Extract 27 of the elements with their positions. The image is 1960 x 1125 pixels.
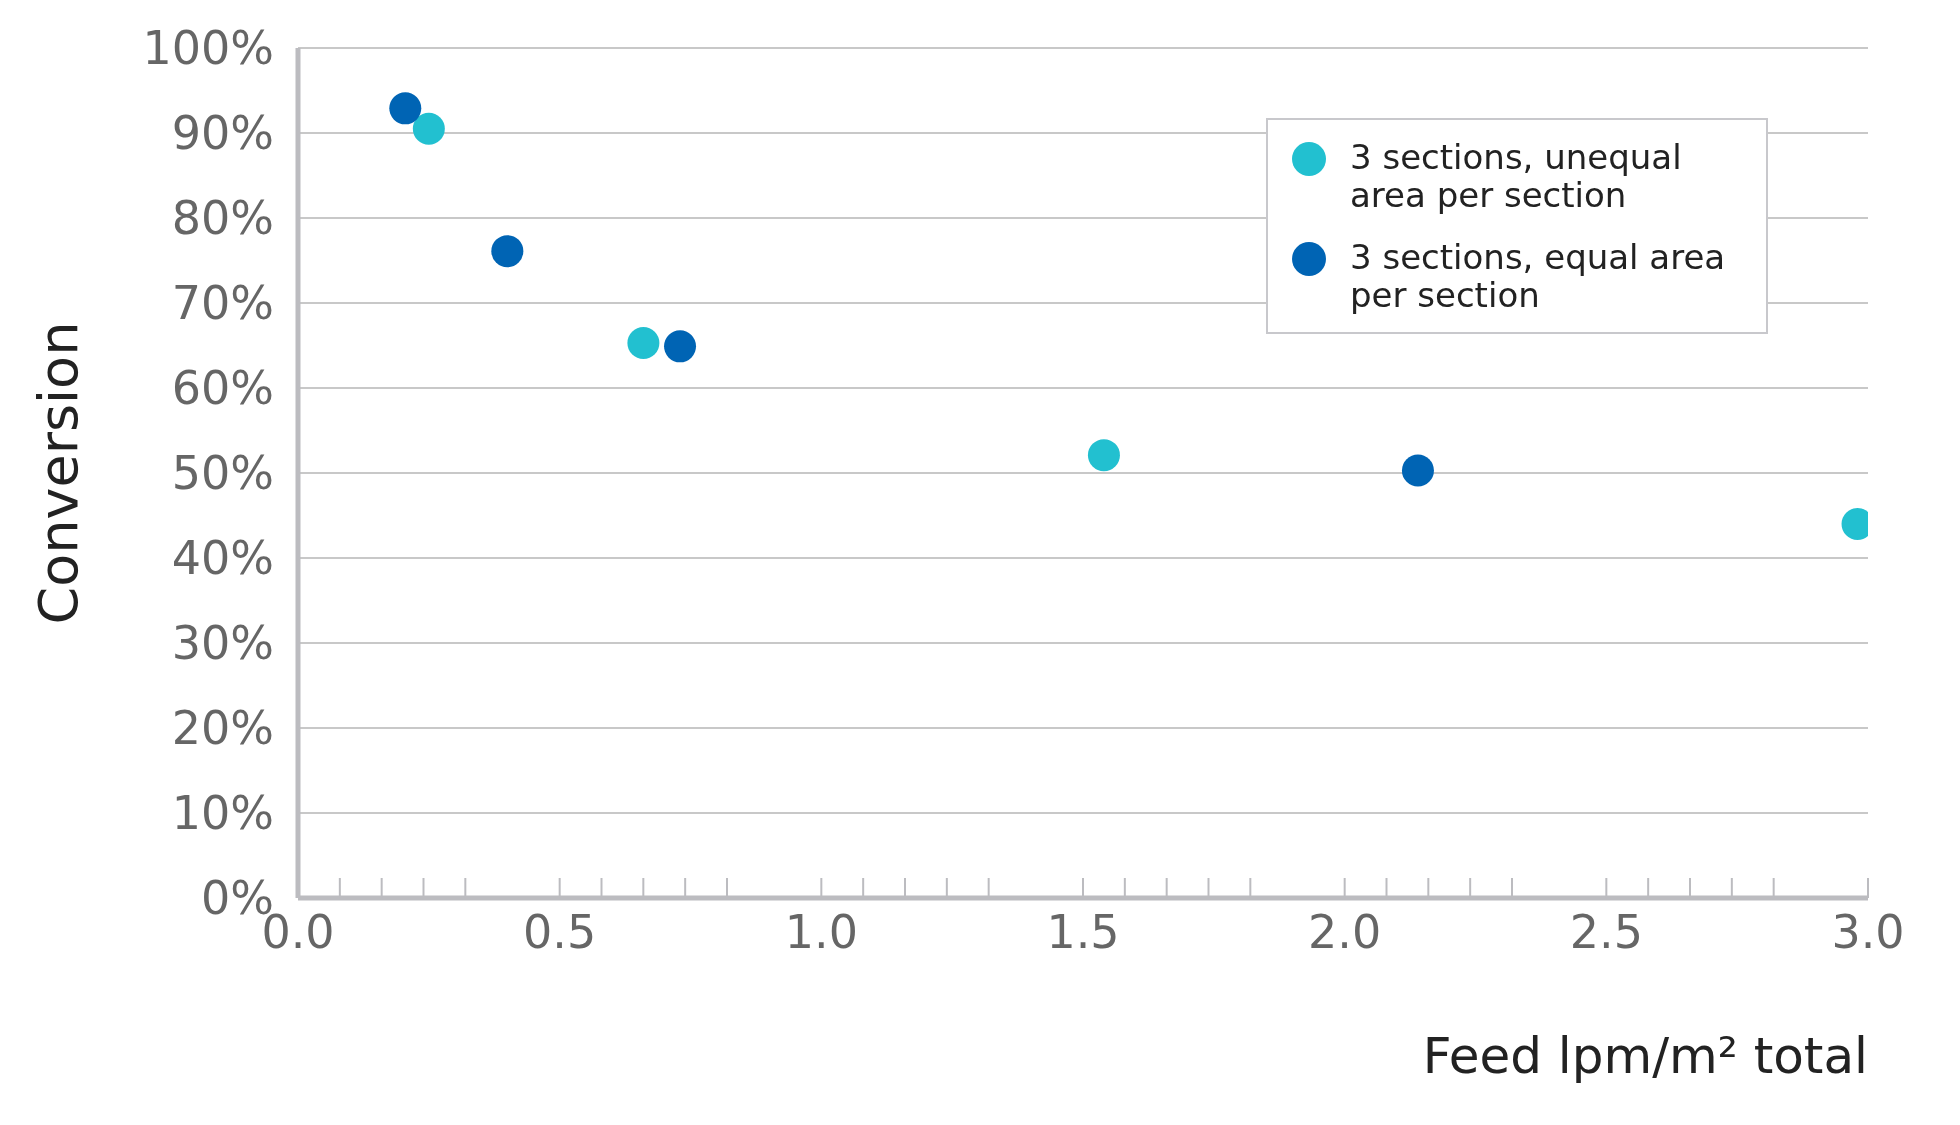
point (491, 235, 524, 268)
x-axis-title: Feed lpm/m² total (1422, 1027, 1868, 1085)
x-tick-label: 2.5 (1569, 905, 1643, 959)
y-tick-label: 60% (171, 361, 274, 416)
y-tick-label: 70% (171, 276, 274, 331)
x-tick-label: 0.5 (523, 905, 597, 959)
y-tick-label: 90% (171, 106, 274, 161)
point (1401, 454, 1434, 487)
point (412, 112, 445, 145)
y-tick-label: 100% (142, 21, 274, 76)
y-tick-label: 30% (171, 616, 274, 671)
x-tick-label: 1.0 (784, 905, 858, 959)
y-tick-label: 10% (171, 786, 274, 841)
x-tick-label: 2.0 (1308, 905, 1382, 959)
x-tick-label: 1.5 (1046, 905, 1120, 959)
point (389, 92, 422, 125)
point (1087, 439, 1120, 472)
y-tick-label: 40% (171, 531, 274, 586)
legend-label: 3 sections, equal area per section (1350, 237, 1727, 315)
point (664, 330, 697, 363)
y-tick-label: 50% (171, 446, 274, 501)
x-tick-label: 3.0 (1831, 905, 1905, 959)
point (627, 326, 660, 359)
legend-label: 3 sections, unequal area per section (1350, 137, 1683, 215)
y-tick-label: 80% (171, 191, 274, 246)
y-axis-title: Conversion (27, 321, 91, 625)
y-tick-label: 20% (171, 701, 274, 756)
